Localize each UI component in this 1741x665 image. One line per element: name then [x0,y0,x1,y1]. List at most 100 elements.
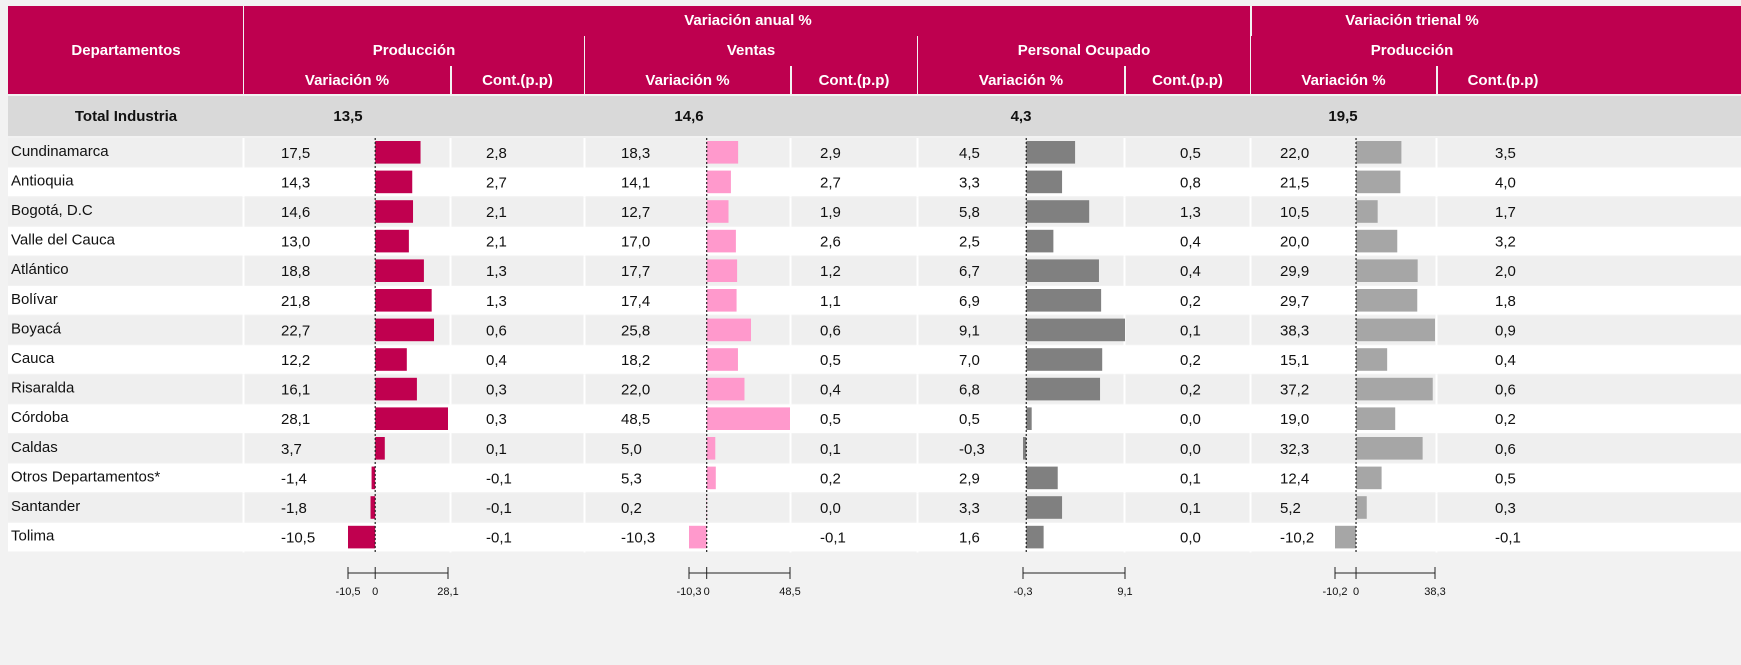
cell-value: -0,1 [486,530,512,547]
cell-value: 0,1 [820,441,841,458]
header-cell [244,66,450,94]
cell-value: 17,4 [621,293,650,310]
cell-value: 37,2 [1280,382,1309,399]
data-bar [1026,200,1090,223]
cell-value: 14,6 [281,204,310,221]
header-cell [918,36,1250,66]
data-bar [1356,437,1423,460]
cell-value: 0,5 [820,411,841,428]
axis-label: -10,5 [335,586,360,598]
cell-value: -0,1 [1495,530,1521,547]
data-bar [1026,259,1099,282]
cell-value: 6,7 [959,263,980,280]
cell-value: 4,0 [1495,174,1516,191]
header-cell [8,6,243,94]
row-label: Santander [11,498,80,515]
row-label: Bogotá, D.C [11,202,93,219]
header-label: Variación % [645,72,729,89]
header-label: Cont.(p.p) [819,72,890,89]
data-bar [375,318,435,342]
axis-label: -10,2 [1322,586,1347,598]
header-label: Departamentos [71,42,180,59]
cell-value: 0,9 [1495,322,1516,339]
cell-value: -10,3 [621,530,655,547]
data-bar [375,259,424,282]
cell-value: 10,5 [1280,204,1309,221]
header-label: Variación % [1301,72,1385,89]
cell-value: 1,2 [820,263,841,280]
cell-value: 1,6 [959,530,980,547]
data-bar [1023,437,1027,460]
data-bar [1356,348,1388,371]
cell-value: 5,8 [959,204,980,221]
cell-value: 0,1 [486,441,507,458]
row-bg [8,463,1741,493]
total-value: 19,5 [1328,108,1357,125]
cell-value: 1,7 [1495,204,1516,221]
cell-value: -0,3 [959,441,985,458]
data-bar [375,141,421,164]
cell-value: 0,2 [1180,293,1201,310]
cell-value: 28,1 [281,411,310,428]
cell-value: 2,7 [820,174,841,191]
cell-value: 1,8 [1495,293,1516,310]
cell-value: 2,9 [820,145,841,162]
data-bar [1026,525,1044,549]
data-bar [375,200,414,223]
header-label: Cont.(p.p) [1152,72,1223,89]
cell-value: 38,3 [1280,322,1309,339]
data-bar [375,407,448,430]
cell-value: 0,6 [1495,382,1516,399]
cell-value: -10,2 [1280,530,1314,547]
header-cell [1438,66,1741,94]
cell-value: 13,0 [281,234,310,251]
data-bar [1026,229,1054,253]
cell-value: 0,3 [1495,500,1516,517]
cell-value: 3,3 [959,174,980,191]
cell-value: 6,9 [959,293,980,310]
cell-value: 1,3 [486,263,507,280]
cell-value: 2,6 [820,234,841,251]
data-bar [706,229,736,253]
header-label: Variación % [979,72,1063,89]
cell-value: 20,0 [1280,234,1309,251]
cell-value: 17,5 [281,145,310,162]
cell-value: 16,1 [281,382,310,399]
cell-value: 3,2 [1495,234,1516,251]
cell-value: 0,1 [1180,322,1201,339]
data-bar [1356,259,1418,282]
header-cell [1252,6,1741,36]
cell-value: 0,5 [1180,145,1201,162]
data-bar [706,407,790,430]
cell-value: 0,5 [959,411,980,428]
cell-value: 0,6 [1495,441,1516,458]
data-bar [1026,141,1076,164]
row-label: Tolima [11,528,55,545]
header-label: Variación anual % [684,12,812,29]
cell-value: 0,1 [1180,500,1201,517]
cell-value: 0,4 [1495,352,1516,369]
cell-value: 0,4 [820,382,841,399]
cell-value: 18,3 [621,145,650,162]
cell-value: 4,5 [959,145,980,162]
data-bar [706,200,729,223]
data-bar [375,377,417,401]
row-label: Boyacá [11,320,62,337]
cell-value: 22,7 [281,322,310,339]
data-bar [375,229,409,253]
cell-value: 14,3 [281,174,310,191]
header-label: Cont.(p.p) [1468,72,1539,89]
total-value: 4,3 [1011,108,1032,125]
row-label: Antioquia [11,172,74,189]
data-bar [1356,496,1367,519]
cell-value: 2,0 [1495,263,1516,280]
data-bar [1026,466,1058,490]
data-bar [1356,407,1396,430]
cell-value: 0,0 [820,500,841,517]
row-label: Risaralda [11,380,75,397]
data-bar [706,318,752,342]
row-bg [8,493,1741,522]
cell-value: 0,5 [1495,470,1516,487]
cell-value: 19,0 [1280,411,1309,428]
